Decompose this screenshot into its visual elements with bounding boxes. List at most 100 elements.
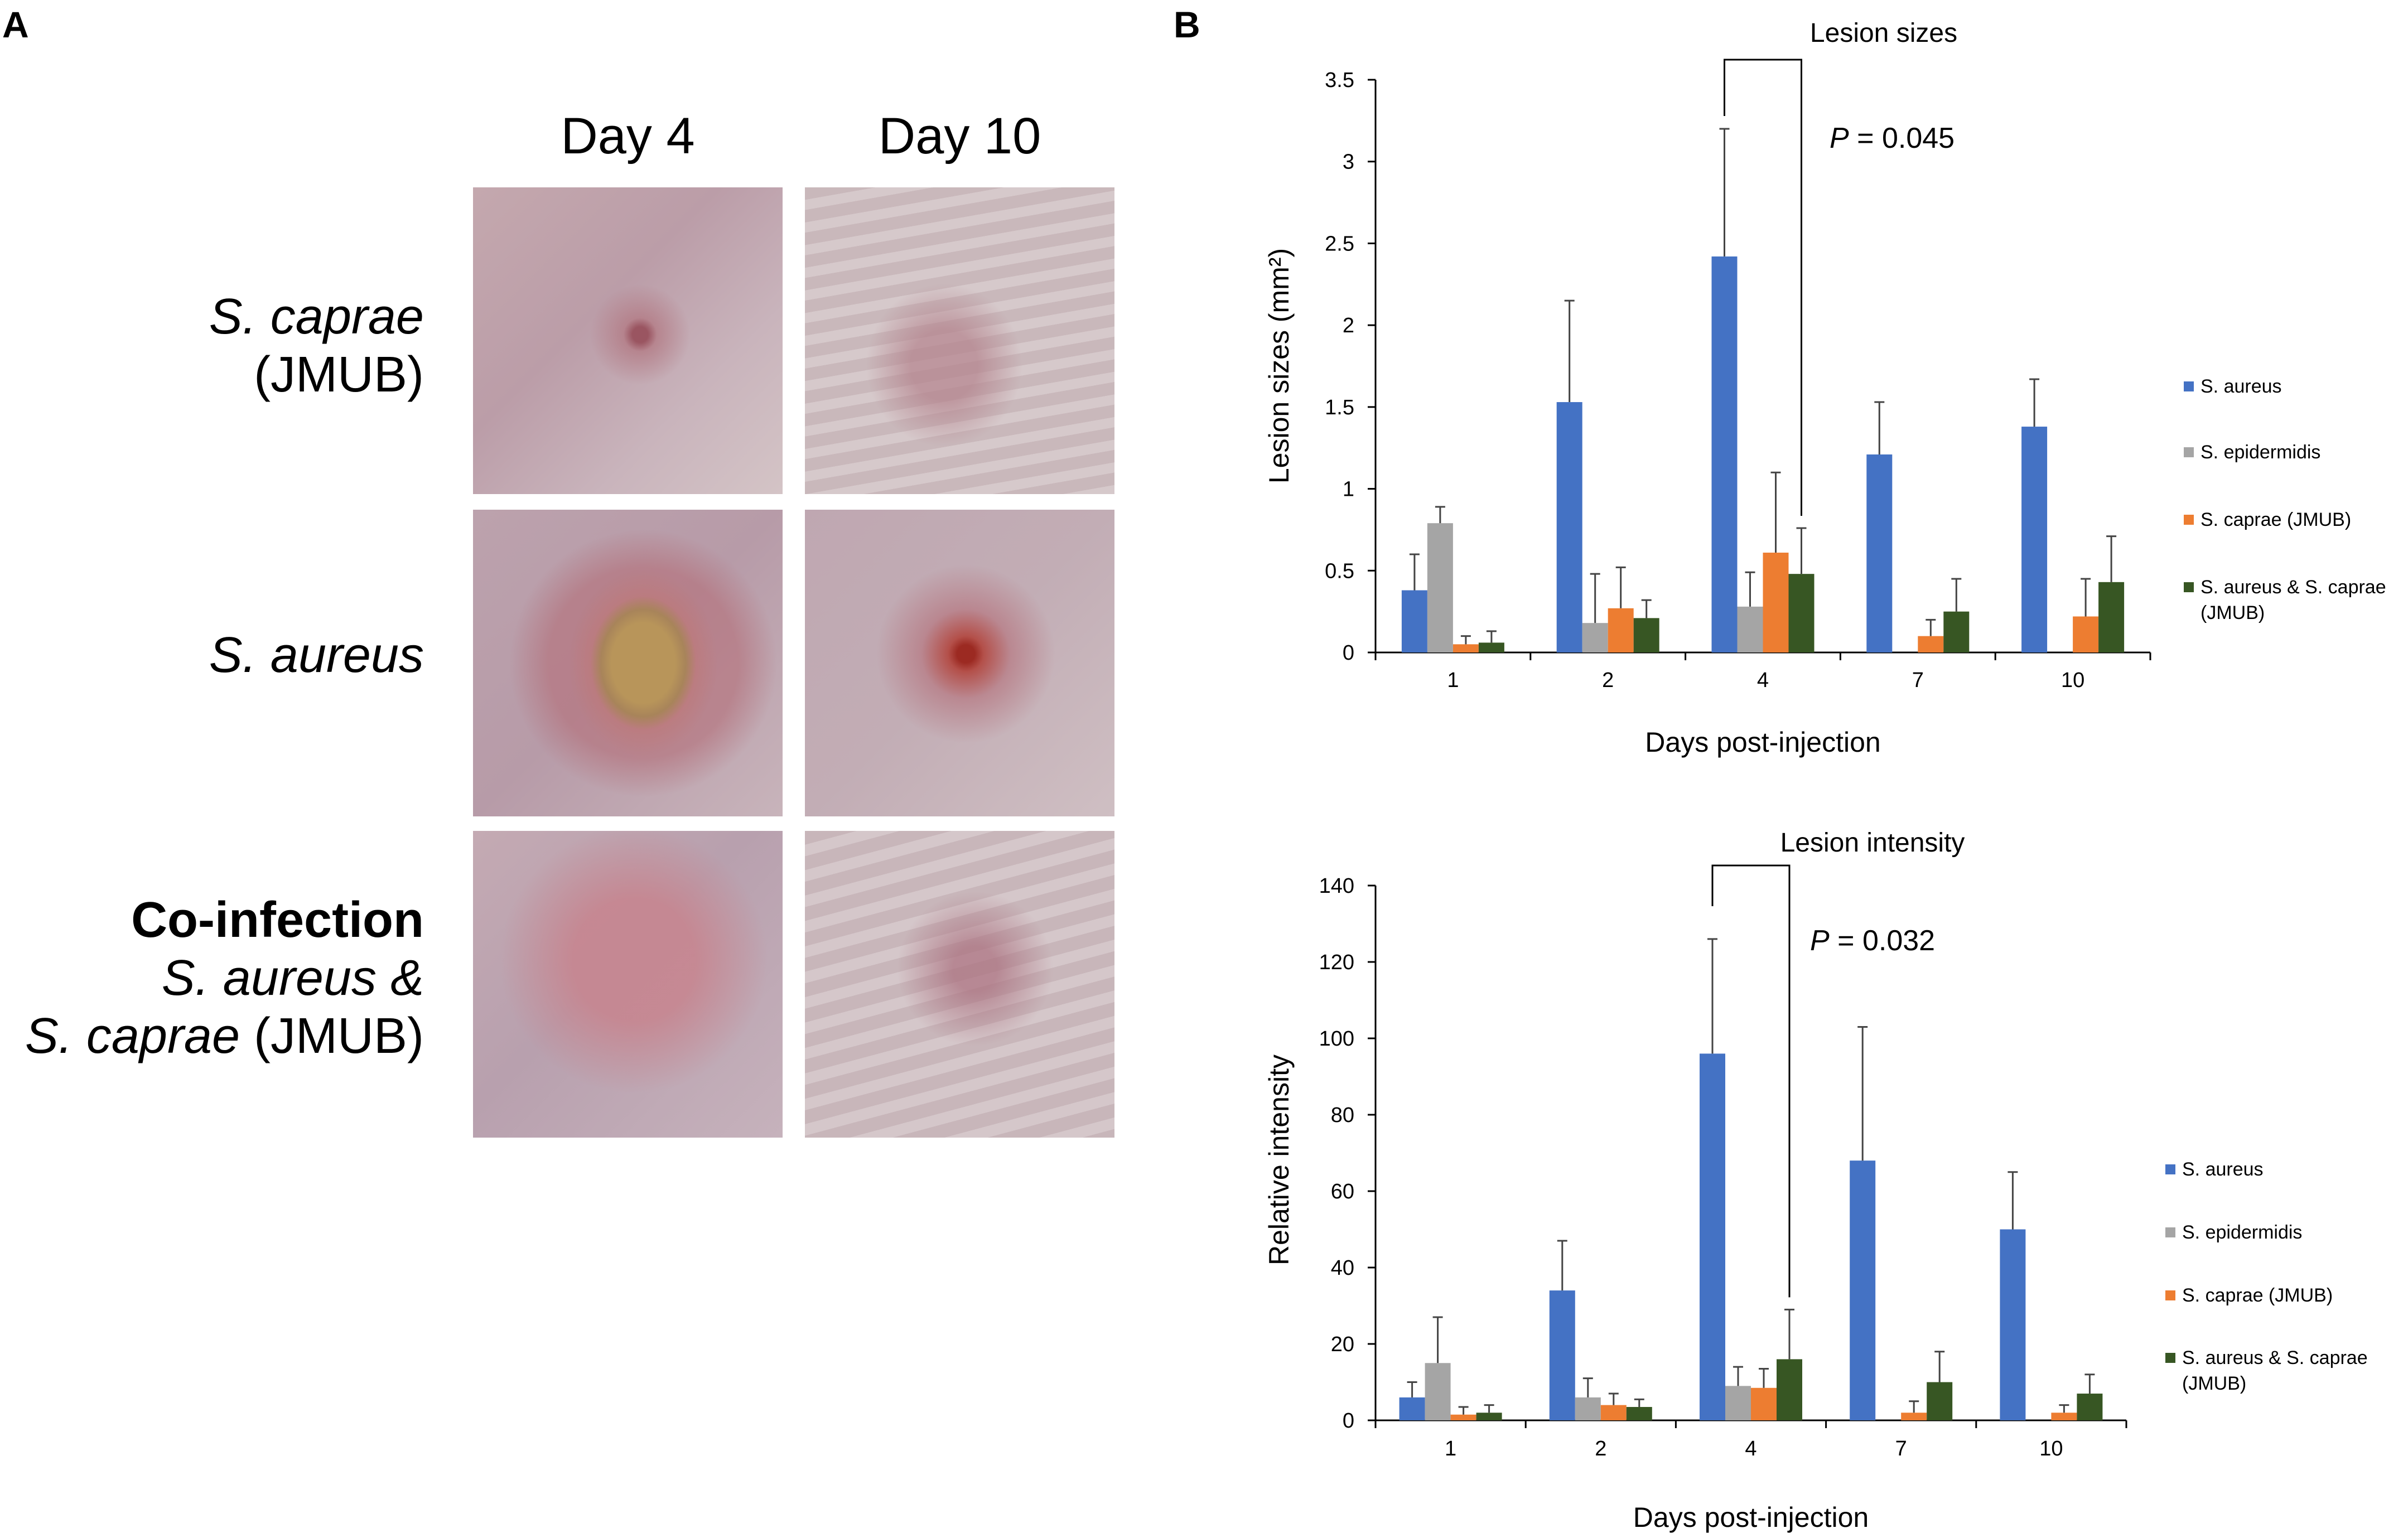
chart2-title: Lesion intensity [1780, 828, 1965, 858]
column-header-day10: Day 10 [878, 108, 1041, 165]
chart2-bar [1901, 1413, 1927, 1420]
chart2-x-tick-label: 4 [1745, 1437, 1756, 1460]
chart1-bar [1711, 256, 1738, 653]
photo-s-aureus-day10 [805, 510, 1114, 816]
chart2-bar [1700, 1053, 1725, 1420]
chart1-x-tick-label: 2 [1602, 669, 1614, 692]
photo-coinfection-day10 [805, 831, 1114, 1138]
chart1-legend-swatch [2184, 381, 2194, 391]
chart1-y-tick-label: 0 [1343, 641, 1354, 665]
chart1-bar [1401, 590, 1427, 652]
chart2-p-value-symbol: P [1810, 925, 1830, 957]
chart2-x-tick-label: 10 [2039, 1437, 2063, 1460]
chart1-y-tick-label: 3.5 [1325, 69, 1354, 92]
chart1-legend-label: S. aureus [2201, 376, 2282, 397]
photo-s-caprae-day10 [805, 187, 1114, 494]
chart2-y-tick-label: 60 [1331, 1180, 1354, 1203]
chart2-y-tick-label: 0 [1343, 1409, 1354, 1433]
chart2-legend-label: S. epidermidis [2182, 1222, 2302, 1243]
chart1-significance-bracket [1724, 59, 1802, 516]
chart1-bar [1918, 636, 1944, 652]
chart1-bar [1556, 402, 1582, 652]
chart1-bar [1427, 523, 1453, 652]
row-label-s-aureus: S. aureus [209, 626, 424, 684]
chart1-y-tick-label: 2 [1343, 314, 1354, 337]
chart2-bar [1725, 1386, 1751, 1420]
chart1-bar [1452, 644, 1479, 652]
chart1-title: Lesion sizes [1810, 18, 1957, 48]
chart2-legend-swatch [2165, 1164, 2175, 1174]
chart2-bar [1777, 1359, 1802, 1420]
chart1-legend-swatch [2184, 582, 2194, 592]
chart1-bar [1608, 608, 1634, 652]
chart2-y-tick-label: 140 [1319, 874, 1354, 898]
row-label-line: (JMUB) [254, 347, 424, 403]
chart1-bar [1478, 642, 1504, 652]
chart1-bar [1788, 574, 1815, 652]
row-label-line: S. aureus [209, 627, 424, 683]
chart1-y-tick-label: 1.5 [1325, 396, 1354, 419]
row-label-line: S. aureus & [161, 950, 424, 1006]
chart1-bar [1633, 618, 1659, 652]
chart1-y-tick-label: 0.5 [1325, 559, 1354, 583]
chart1-p-value-text: = 0.045 [1849, 122, 1955, 154]
chart1-bar [1866, 454, 1893, 652]
chart2-legend-label: S. aureus & S. caprae [2182, 1347, 2368, 1368]
photo-coinfection-day4 [473, 831, 783, 1138]
chart1-p-value: P = 0.045 [1830, 122, 1955, 154]
chart2-bar [2051, 1413, 2077, 1420]
chart2-y-tick-label: 80 [1331, 1104, 1354, 1127]
chart1-bar [1943, 611, 1970, 652]
chart2-y-tick-label: 120 [1319, 951, 1354, 974]
chart1-x-tick-label: 7 [1912, 669, 1924, 692]
row-label-line: S. caprae [25, 1008, 240, 1064]
chart1-x-axis-label: Days post-injection [1645, 727, 1880, 758]
chart2-legend-label: (JMUB) [2182, 1373, 2246, 1394]
chart1-legend-label: (JMUB) [2201, 602, 2265, 623]
chart1-p-value-symbol: P [1830, 122, 1849, 154]
chart2-x-axis-label: Days post-injection [1633, 1502, 1869, 1533]
panel-b-letter: B [1174, 4, 1200, 45]
row-label-line: S. caprae [209, 289, 424, 345]
chart1-bar [1582, 623, 1608, 652]
panel-a-letter: A [2, 4, 29, 45]
chart1-x-tick-label: 10 [2061, 669, 2084, 692]
chart2-bar [2077, 1394, 2103, 1420]
chart2-bar [1927, 1382, 1953, 1420]
chart1-legend-swatch [2184, 447, 2194, 457]
row-label-s-caprae: S. caprae (JMUB) [209, 288, 424, 404]
chart1-bar [2021, 427, 2048, 652]
chart1-legend-swatch [2184, 515, 2194, 525]
chart2-x-tick-label: 7 [1895, 1437, 1907, 1460]
row-label-line: (JMUB) [240, 1008, 424, 1064]
chart2-bar [1399, 1397, 1425, 1420]
chart2-significance-bracket [1711, 864, 1791, 1298]
chart1-legend-label: S. aureus & S. caprae [2201, 577, 2386, 598]
row-label-line: Co-infection [131, 892, 424, 948]
chart1-bar [1737, 606, 1763, 652]
chart1-bar [2073, 616, 2099, 652]
column-header-day4: Day 4 [561, 108, 695, 165]
chart2-x-tick-label: 2 [1595, 1437, 1606, 1460]
chart2-bar [1600, 1405, 1627, 1420]
chart2-legend-label: S. aureus [2182, 1159, 2264, 1180]
chart2-p-value: P = 0.032 [1810, 925, 1935, 957]
chart2-bar [1425, 1363, 1451, 1420]
chart2-bar [1575, 1397, 1601, 1420]
chart1-bar [2098, 582, 2125, 652]
chart2-bar [1850, 1160, 1876, 1420]
chart2-bar [1626, 1407, 1652, 1420]
chart2-legend-swatch [2165, 1290, 2175, 1300]
chart2-legend-label: S. caprae (JMUB) [2182, 1285, 2333, 1306]
chart2-legend-swatch [2165, 1227, 2175, 1237]
chart1-legend-label: S. epidermidis [2201, 442, 2320, 463]
chart2-y-tick-label: 100 [1319, 1027, 1354, 1051]
chart2-y-tick-label: 40 [1331, 1256, 1354, 1280]
chart1-y-tick-label: 3 [1343, 151, 1354, 174]
chart2-legend-swatch [2165, 1353, 2175, 1363]
chart2-bar [1450, 1414, 1476, 1420]
chart2-bar [1549, 1290, 1575, 1420]
chart1-y-axis-label: Lesion sizes (mm²) [1263, 248, 1295, 483]
chart1-x-tick-label: 1 [1447, 669, 1459, 692]
